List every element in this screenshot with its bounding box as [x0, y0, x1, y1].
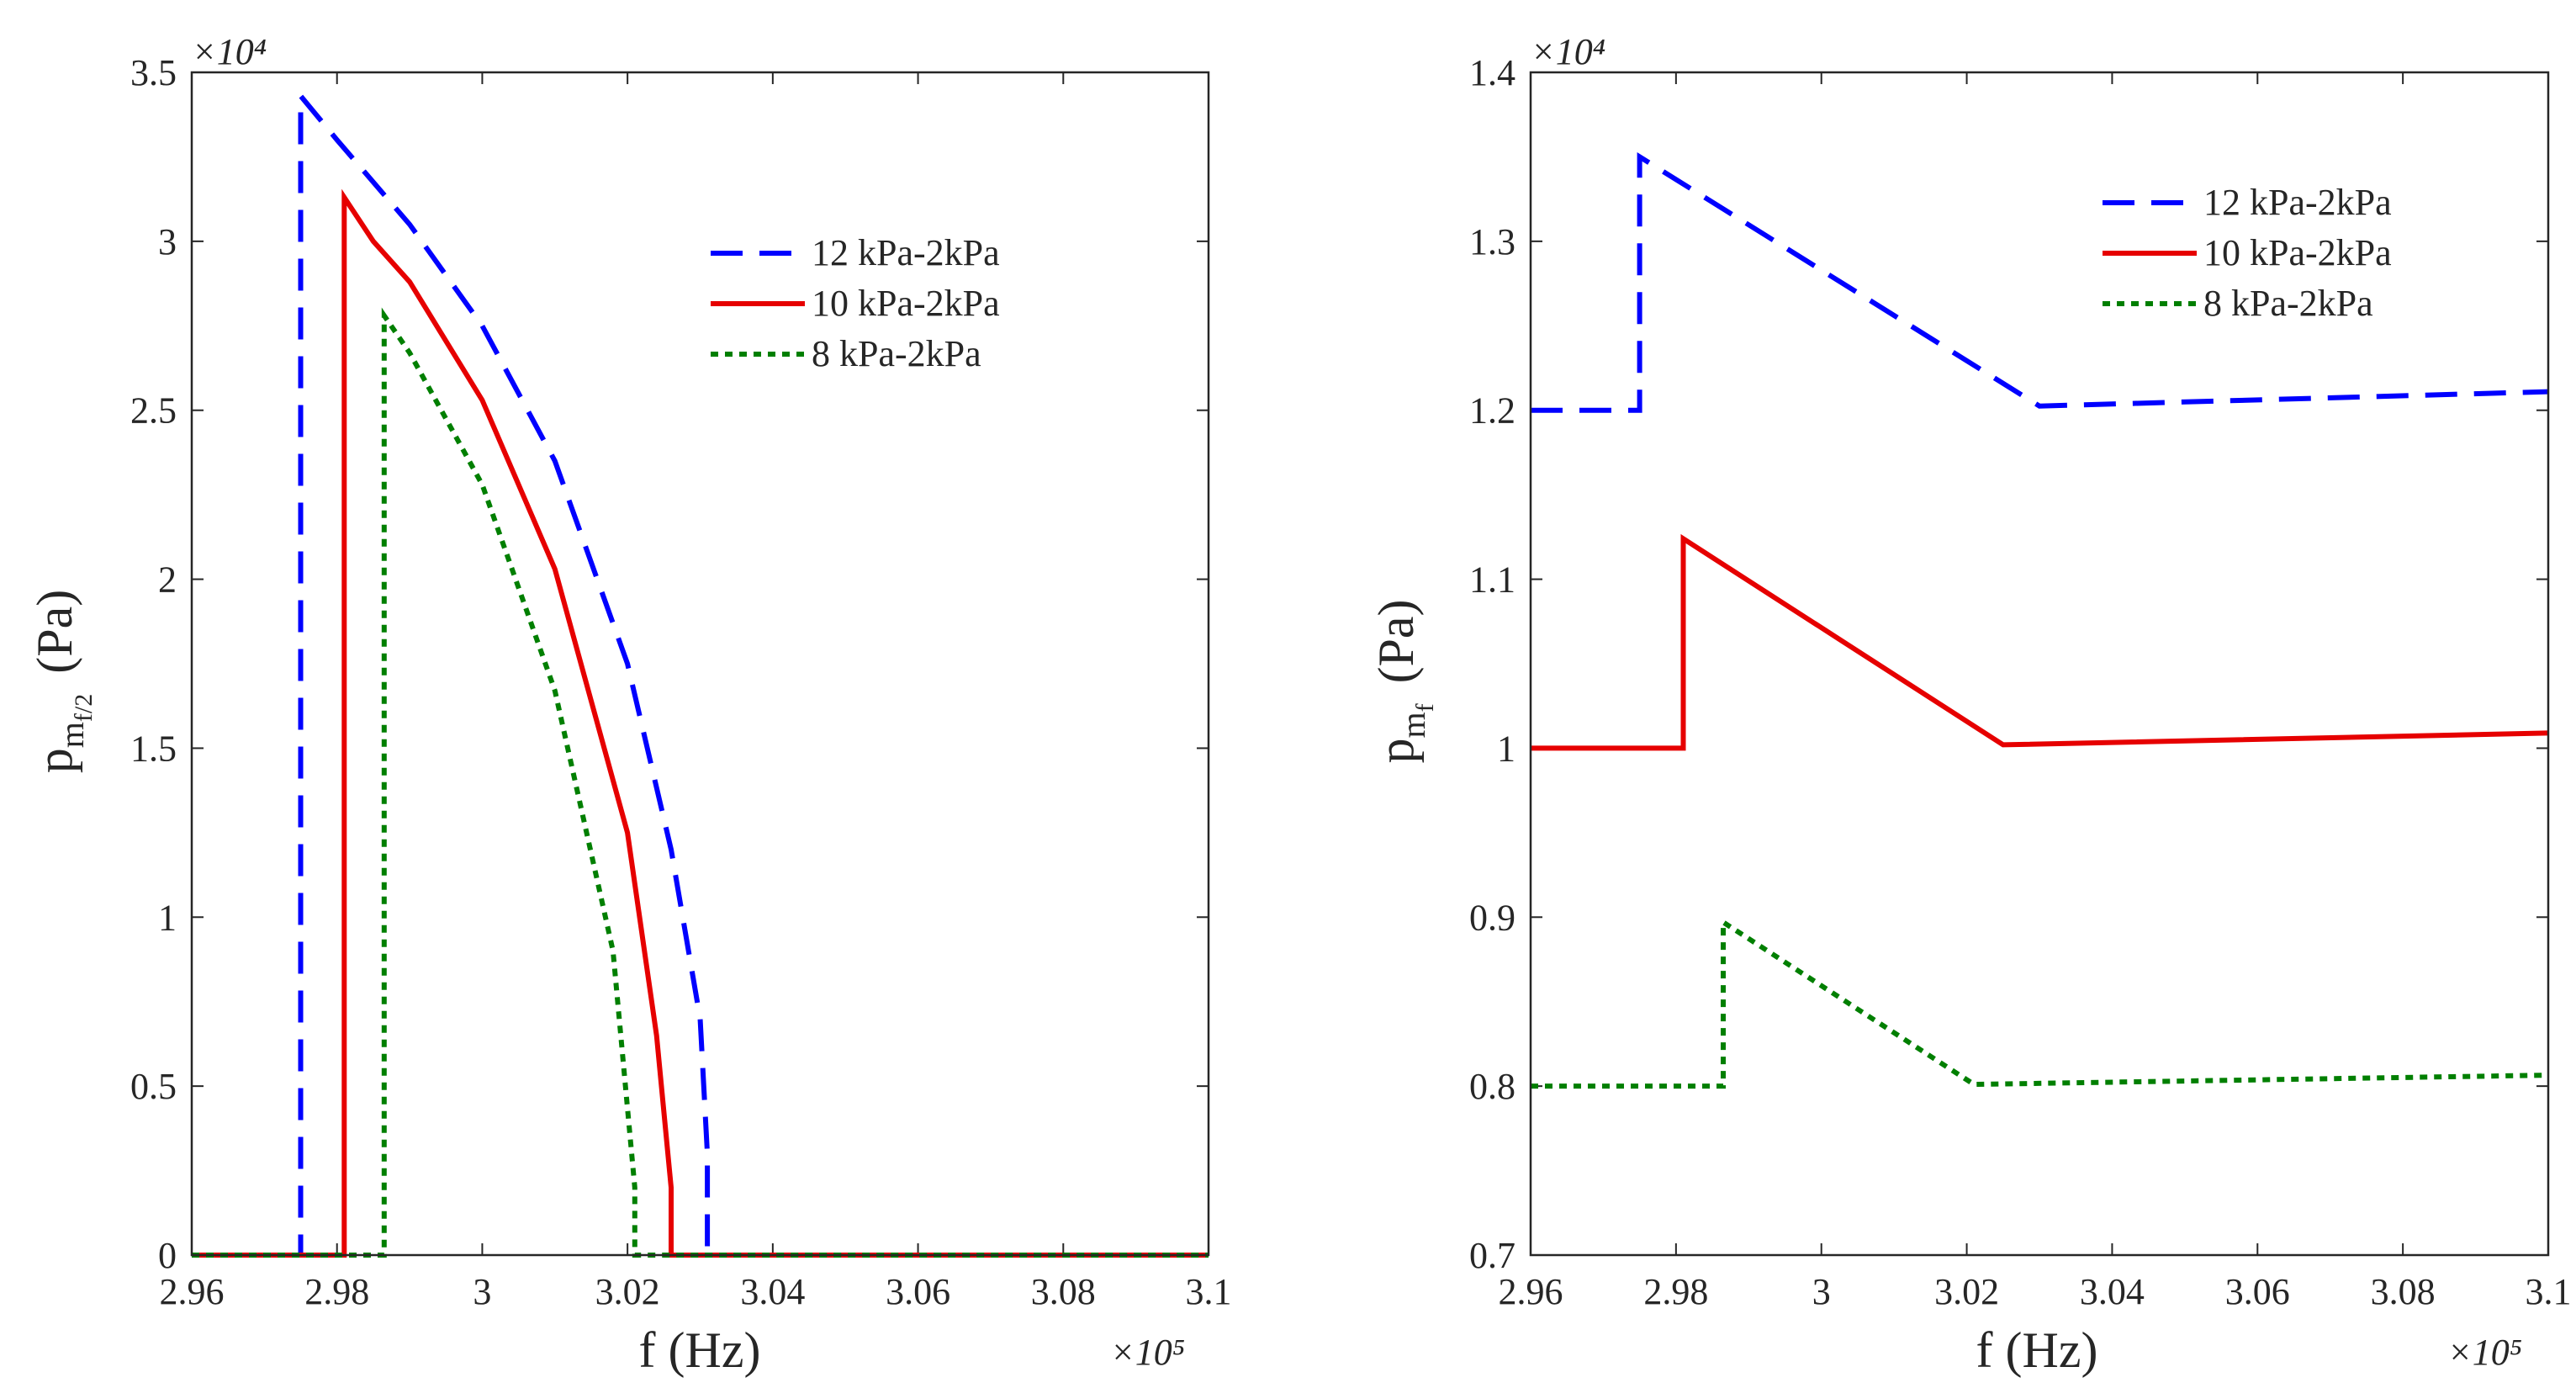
chart-left-y-label-sub: m	[53, 722, 91, 748]
chart-right-x-tick-label: 3.02	[1934, 1271, 1999, 1312]
chart-right: 2.96 2.98 3 3.02 3.04 3.06 3.08 3.1 0.7 0.8 0.9 1 1.…	[1469, 52, 2572, 1312]
chart-right-y-label-unit: (Pa)	[1368, 599, 1424, 683]
chart-left-y-tick-label: 1	[158, 897, 177, 938]
chart-right-y-exponent: ×10⁴	[1531, 31, 1605, 72]
chart-right-x-tick-label: 3.1	[2526, 1271, 2572, 1312]
chart-right-x-axis-label: f (Hz)	[1976, 1322, 2098, 1378]
chart-right-plot-area	[1531, 72, 2548, 1255]
chart-left-legend-label-3: 8 kPa-2kPa	[812, 333, 981, 374]
chart-left-y-axis-label: pmf/2 (Pa)	[27, 590, 98, 773]
chart-right-legend-label-2: 10 kPa-2kPa	[2203, 232, 2392, 273]
chart-right-y-tick-label: 1	[1497, 728, 1515, 769]
chart-left-x-tick-label: 3.08	[1031, 1271, 1096, 1312]
chart-left-x-axis-label: f (Hz)	[639, 1322, 761, 1378]
chart-right-y-tick-label: 0.7	[1469, 1235, 1515, 1276]
chart-left-x-tick-label: 2.98	[304, 1271, 369, 1312]
chart-right-series-line-2	[1531, 533, 2549, 751]
chart-right-y-tick-label: 1.3	[1469, 221, 1515, 262]
chart-right-y-label-sub: m	[1394, 712, 1432, 738]
chart-right-x-tick-label: 3	[1812, 1271, 1831, 1312]
chart-right-y-tick-label: 1.1	[1469, 559, 1515, 601]
chart-right-y-label-main: p	[1368, 739, 1424, 764]
chart-left-y-tick-label: 3.5	[130, 52, 177, 93]
chart-right-series-line-1	[1531, 151, 2549, 413]
chart-right-x-tick-label: 3.04	[2080, 1271, 2145, 1312]
chart-right-x-exponent: ×10⁵	[2447, 1332, 2522, 1373]
chart-right-y-tick-label: 1.2	[1469, 390, 1515, 432]
chart-right-y-axis-label: pmf (Pa)	[1368, 599, 1439, 763]
chart-left-x-tick-label: 2.96	[160, 1271, 225, 1312]
chart-left-legend-label-1: 12 kPa-2kPa	[812, 232, 1000, 273]
chart-left-y-exponent: ×10⁴	[192, 31, 267, 72]
chart-left-series-line-2	[192, 188, 1209, 1258]
chart-left-x-tick-label: 3.04	[740, 1271, 805, 1312]
chart-left-y-label-main: p	[27, 748, 82, 773]
chart-left-y-tick-label: 3	[158, 221, 177, 262]
chart-right-y-label-subsub: f	[1411, 703, 1439, 712]
chart-left-axes-box	[190, 71, 1210, 1257]
chart-right-y-tick-label: 0.8	[1469, 1066, 1515, 1107]
chart-right-x-tick-label: 2.96	[1499, 1271, 1563, 1312]
chart-left-y-label-unit: (Pa)	[27, 590, 82, 674]
chart-left-x-tick-label: 3.06	[886, 1271, 950, 1312]
chart-left-x-tick-label: 3	[473, 1271, 491, 1312]
svg-text:pmf(Pa): pmf (Pa)	[1368, 599, 1439, 763]
chart-left-y-label-subsub: f/2	[70, 694, 98, 722]
chart-left-x-exponent: ×10⁵	[1110, 1332, 1185, 1373]
chart-left: 2.96 2.98 3 3.02 3.04 3.06 3.08 3.1 0 0.5 1 1.5 2 2.5…	[130, 52, 1232, 1312]
chart-left-y-tick-label: 0	[158, 1235, 177, 1276]
chart-left-series-line-3	[192, 307, 1209, 1258]
chart-right-y-tick-label: 0.9	[1469, 897, 1515, 938]
chart-left-x-tick-label: 3.1	[1186, 1271, 1232, 1312]
chart-right-x-tick-label: 3.08	[2371, 1271, 2436, 1312]
chart-right-axes-box	[1529, 71, 2550, 1257]
chart-right-x-tick-label: 3.06	[2225, 1271, 2290, 1312]
chart-right-series-line-3	[1531, 917, 2549, 1089]
chart-left-plot-area	[192, 72, 1209, 1255]
chart-left-y-tick-label: 2	[158, 559, 177, 601]
chart-right-y-tick-label: 1.4	[1469, 52, 1515, 93]
chart-right-x-tick-label: 2.98	[1643, 1271, 1708, 1312]
chart-right-legend-label-3: 8 kPa-2kPa	[2203, 283, 2373, 324]
svg-text:pmf/2(Pa): pmf/2 (Pa)	[27, 590, 98, 773]
chart-left-x-tick-label: 3.02	[595, 1271, 660, 1312]
chart-left-y-tick-label: 1.5	[130, 728, 177, 769]
chart-left-legend-label-2: 10 kPa-2kPa	[812, 283, 1000, 324]
chart-right-legend-label-1: 12 kPa-2kPa	[2203, 182, 2392, 223]
chart-left-y-tick-label: 2.5	[130, 390, 177, 432]
chart-left-y-tick-label: 0.5	[130, 1066, 177, 1107]
chart-left-series-line-1	[192, 88, 1209, 1258]
